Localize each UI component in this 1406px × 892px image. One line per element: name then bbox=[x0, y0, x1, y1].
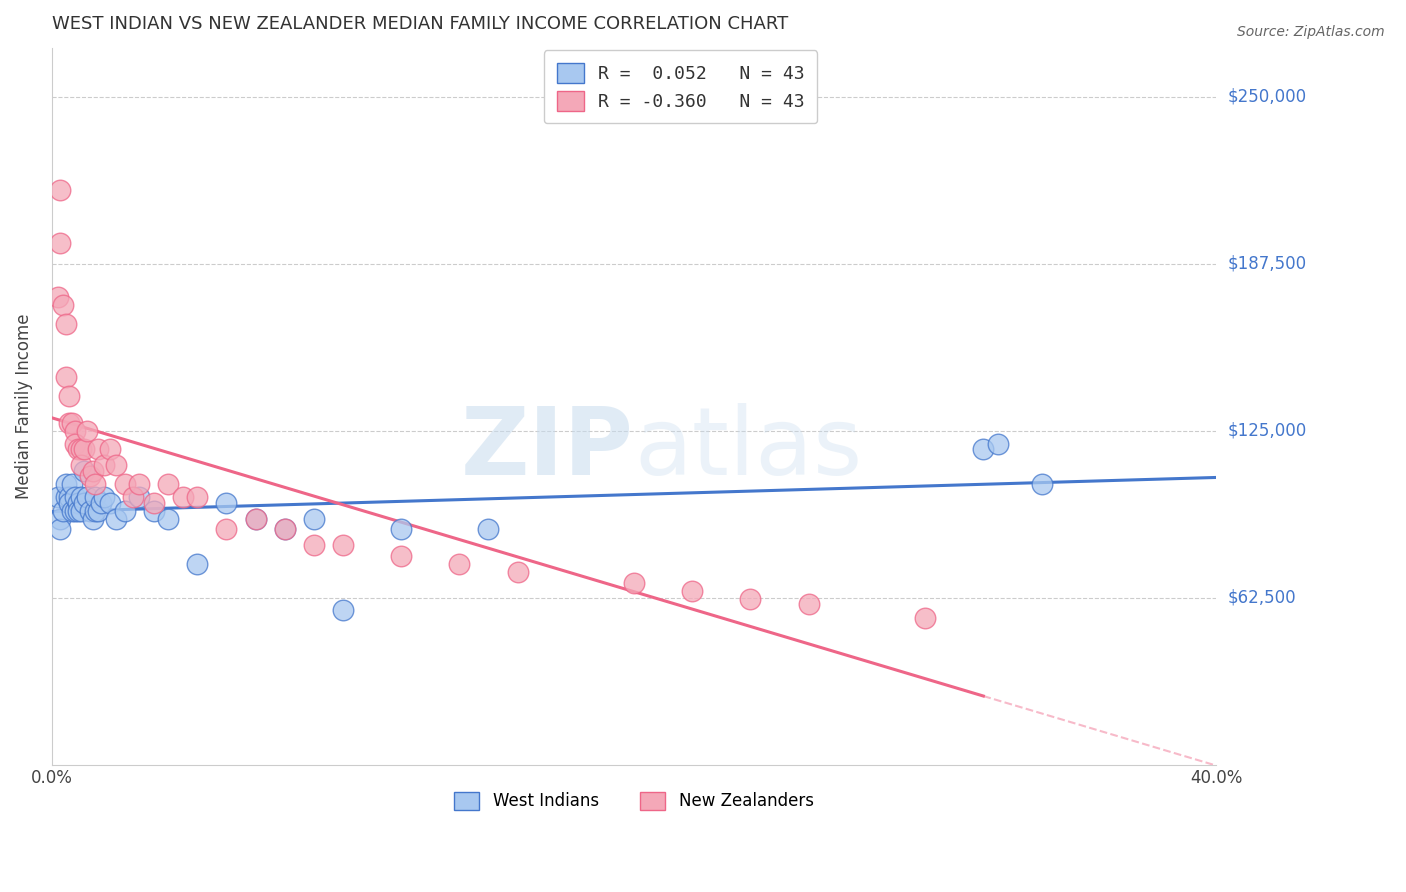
Point bbox=[215, 522, 238, 536]
Point bbox=[58, 389, 80, 403]
Point bbox=[73, 496, 96, 510]
Point bbox=[79, 504, 101, 518]
Point bbox=[681, 583, 703, 598]
Point bbox=[58, 491, 80, 505]
Point bbox=[142, 496, 165, 510]
Point bbox=[98, 496, 121, 510]
Legend: West Indians, New Zealanders: West Indians, New Zealanders bbox=[447, 785, 821, 817]
Point bbox=[128, 491, 150, 505]
Point bbox=[332, 602, 354, 616]
Point bbox=[245, 511, 267, 525]
Point bbox=[63, 491, 86, 505]
Point bbox=[82, 464, 104, 478]
Text: ZIP: ZIP bbox=[461, 403, 634, 495]
Point bbox=[623, 575, 645, 590]
Point bbox=[70, 504, 93, 518]
Point bbox=[60, 477, 83, 491]
Point bbox=[302, 538, 325, 552]
Point bbox=[84, 477, 107, 491]
Point bbox=[972, 442, 994, 457]
Point bbox=[79, 469, 101, 483]
Point bbox=[49, 522, 72, 536]
Point bbox=[1031, 477, 1053, 491]
Point bbox=[66, 504, 89, 518]
Point bbox=[70, 442, 93, 457]
Point bbox=[740, 591, 762, 606]
Point bbox=[63, 504, 86, 518]
Point bbox=[73, 442, 96, 457]
Point bbox=[63, 424, 86, 438]
Point bbox=[66, 496, 89, 510]
Point bbox=[87, 504, 110, 518]
Point bbox=[273, 522, 295, 536]
Text: $62,500: $62,500 bbox=[1227, 589, 1296, 607]
Point bbox=[63, 437, 86, 451]
Point bbox=[98, 442, 121, 457]
Point bbox=[55, 317, 77, 331]
Point bbox=[104, 511, 127, 525]
Point bbox=[449, 557, 471, 571]
Point bbox=[987, 437, 1010, 451]
Point bbox=[49, 183, 72, 197]
Point bbox=[46, 491, 69, 505]
Point bbox=[273, 522, 295, 536]
Point bbox=[52, 504, 75, 518]
Point bbox=[506, 565, 529, 579]
Text: atlas: atlas bbox=[634, 403, 862, 495]
Point bbox=[122, 491, 145, 505]
Point bbox=[104, 458, 127, 473]
Point bbox=[93, 491, 115, 505]
Point bbox=[332, 538, 354, 552]
Point bbox=[90, 496, 112, 510]
Point bbox=[58, 416, 80, 430]
Point bbox=[389, 522, 412, 536]
Point bbox=[157, 477, 180, 491]
Point bbox=[60, 504, 83, 518]
Text: WEST INDIAN VS NEW ZEALANDER MEDIAN FAMILY INCOME CORRELATION CHART: WEST INDIAN VS NEW ZEALANDER MEDIAN FAMI… bbox=[52, 15, 787, 33]
Point bbox=[82, 511, 104, 525]
Point bbox=[66, 442, 89, 457]
Point bbox=[70, 491, 93, 505]
Point bbox=[93, 458, 115, 473]
Y-axis label: Median Family Income: Median Family Income bbox=[15, 314, 32, 500]
Point bbox=[157, 511, 180, 525]
Point bbox=[215, 496, 238, 510]
Point bbox=[70, 458, 93, 473]
Point bbox=[302, 511, 325, 525]
Point bbox=[55, 370, 77, 384]
Point bbox=[76, 424, 98, 438]
Text: $187,500: $187,500 bbox=[1227, 254, 1306, 273]
Point bbox=[142, 504, 165, 518]
Point bbox=[389, 549, 412, 563]
Point bbox=[49, 511, 72, 525]
Point bbox=[52, 298, 75, 312]
Point bbox=[114, 477, 136, 491]
Point bbox=[84, 491, 107, 505]
Point bbox=[49, 236, 72, 251]
Point bbox=[128, 477, 150, 491]
Point bbox=[84, 504, 107, 518]
Point bbox=[477, 522, 499, 536]
Point bbox=[76, 491, 98, 505]
Point bbox=[46, 290, 69, 304]
Text: $125,000: $125,000 bbox=[1227, 422, 1306, 440]
Text: Source: ZipAtlas.com: Source: ZipAtlas.com bbox=[1237, 25, 1385, 39]
Text: $250,000: $250,000 bbox=[1227, 87, 1306, 105]
Point bbox=[87, 442, 110, 457]
Point bbox=[114, 504, 136, 518]
Point bbox=[73, 464, 96, 478]
Point bbox=[186, 491, 208, 505]
Point bbox=[55, 477, 77, 491]
Point bbox=[245, 511, 267, 525]
Point bbox=[797, 597, 820, 611]
Point bbox=[914, 610, 936, 624]
Point bbox=[172, 491, 194, 505]
Point bbox=[60, 416, 83, 430]
Point bbox=[58, 496, 80, 510]
Point bbox=[186, 557, 208, 571]
Point bbox=[55, 491, 77, 505]
